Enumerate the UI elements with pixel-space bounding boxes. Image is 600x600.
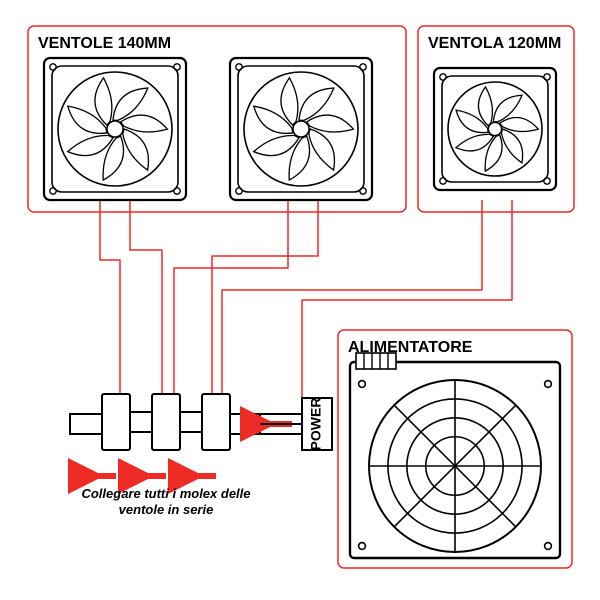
molex-caption-line2: ventole in serie xyxy=(119,502,214,517)
molex-connector xyxy=(202,394,230,450)
case-fan xyxy=(230,58,372,200)
fans140-title: VENTOLE 140MM xyxy=(38,35,171,52)
case-fan xyxy=(44,58,186,200)
psu-unit: POWER xyxy=(302,353,560,558)
molex-connector xyxy=(152,394,180,450)
case-fan xyxy=(434,68,556,190)
fan120-title: VENTOLA 120MM xyxy=(428,35,561,52)
molex-connector xyxy=(102,394,130,450)
molex-caption-line1: Collegare tutti i molex delle xyxy=(81,486,250,501)
power-label: POWER xyxy=(308,398,324,451)
